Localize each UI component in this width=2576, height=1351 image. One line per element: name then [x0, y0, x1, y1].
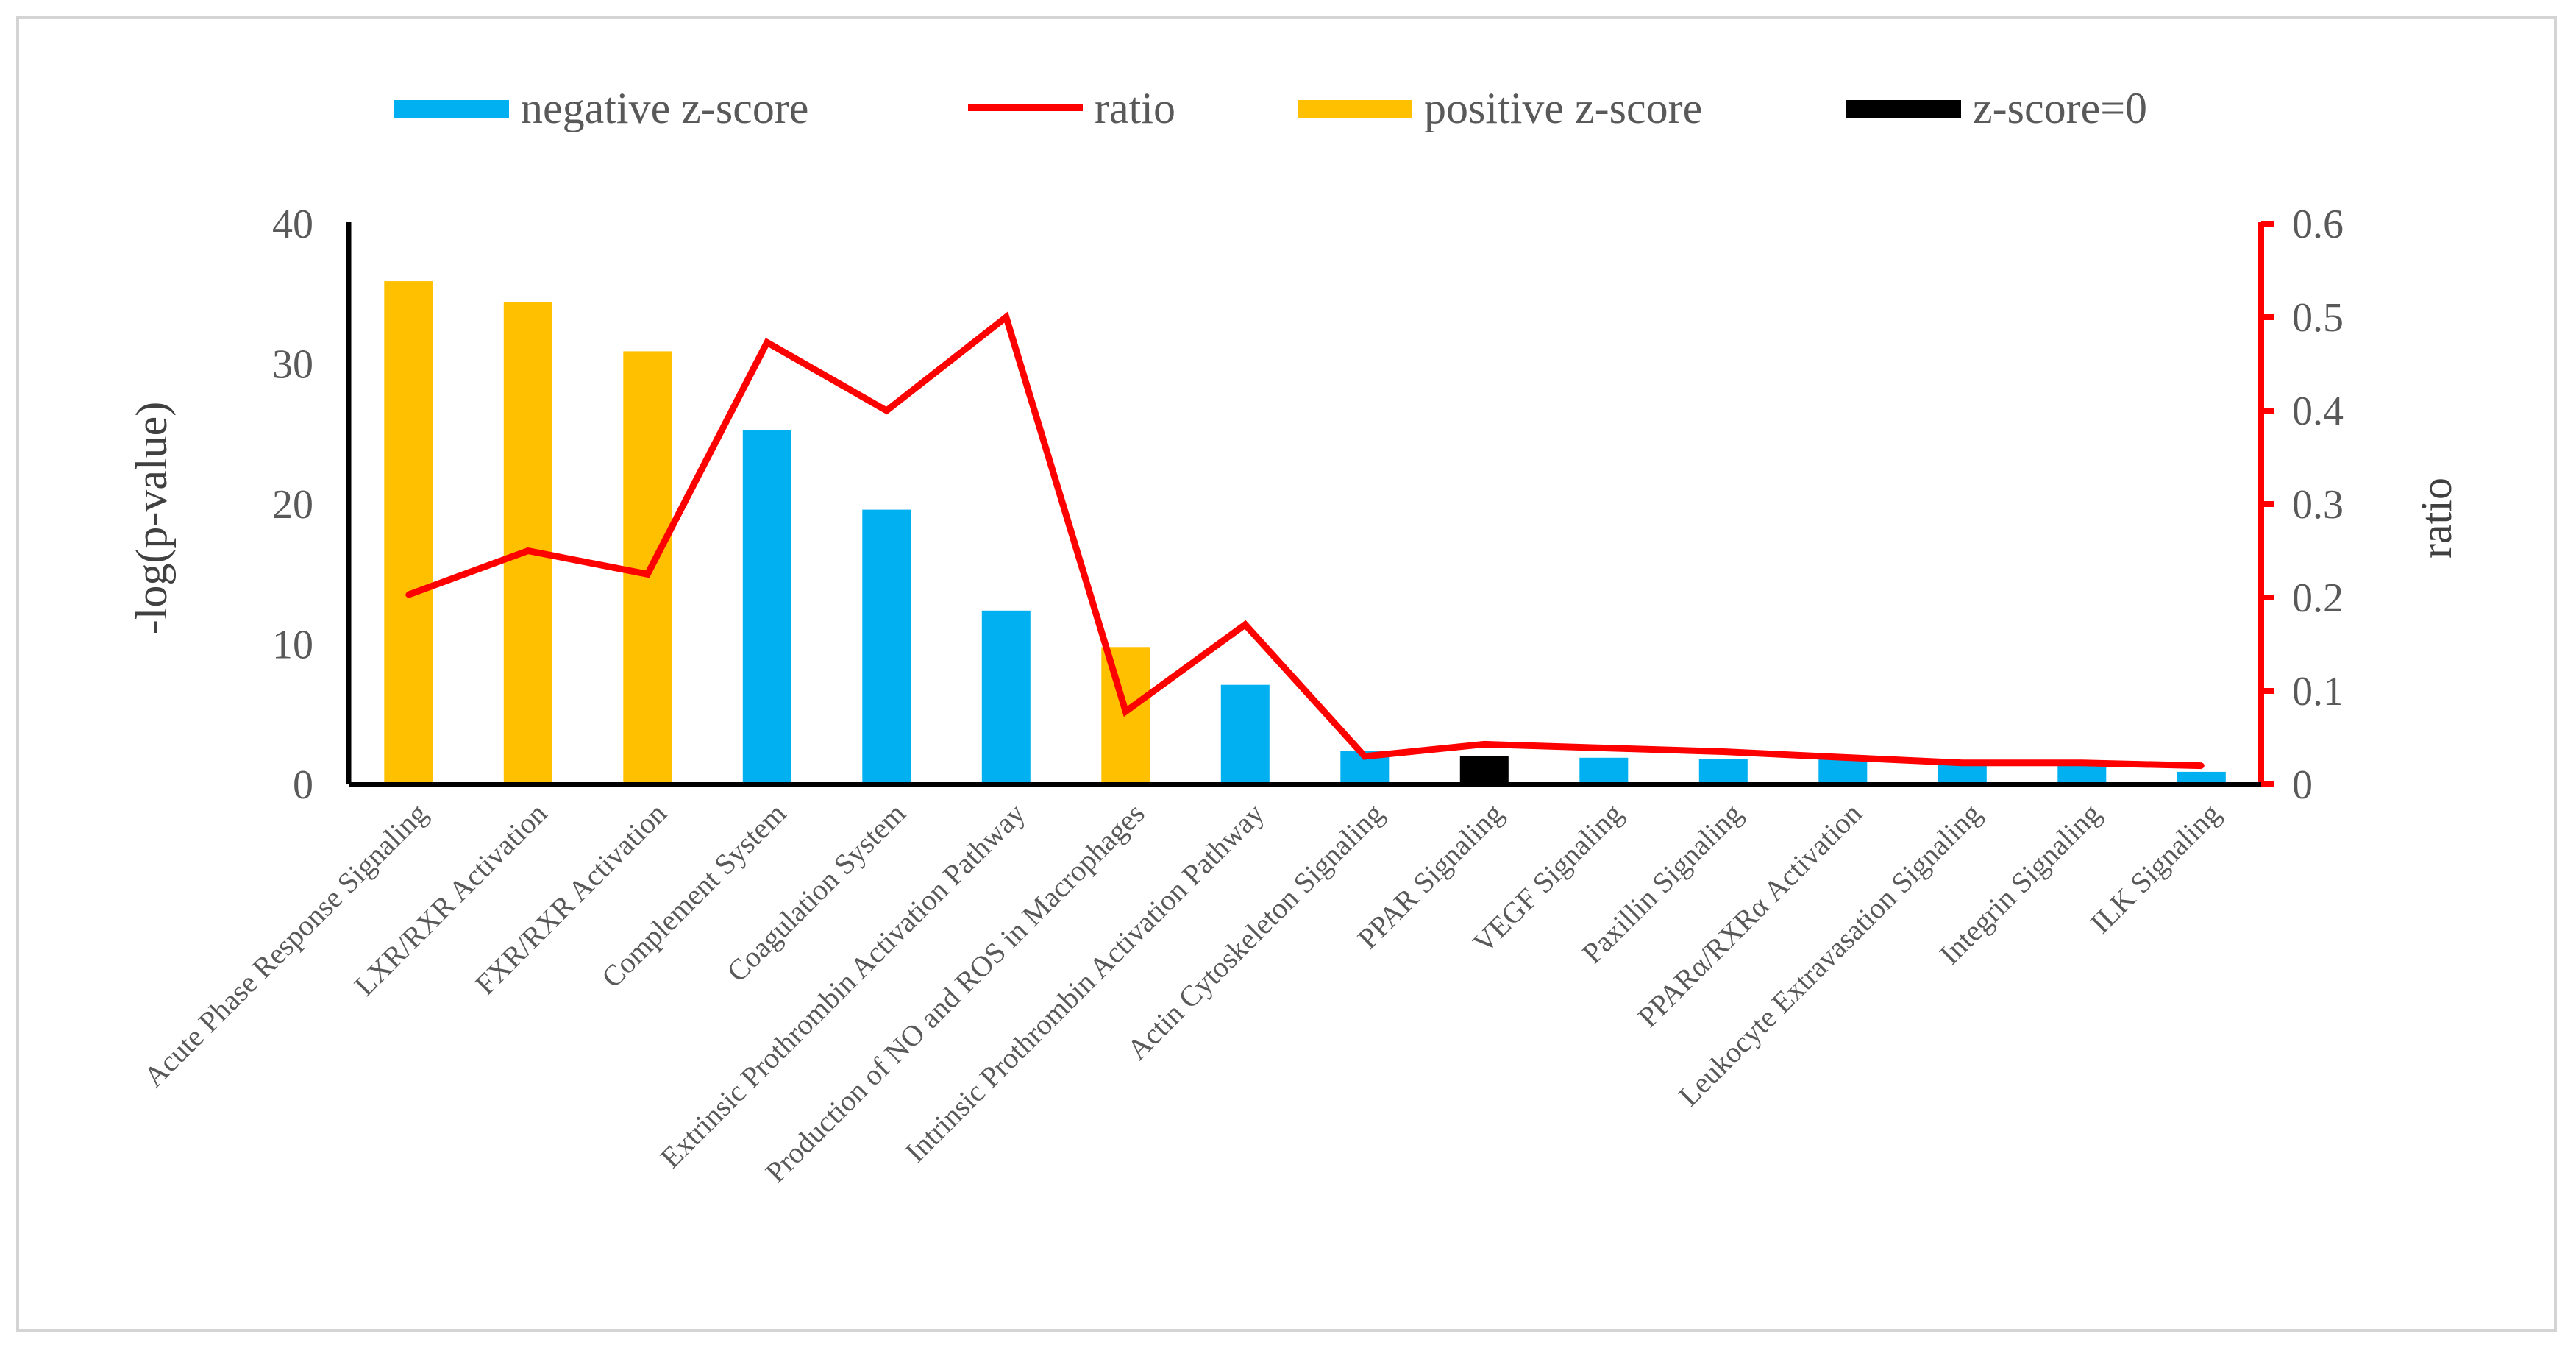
bar-15-negative [2057, 765, 2107, 784]
ratio-point-1 [405, 592, 412, 598]
legend-swatch-positive [1298, 100, 1412, 118]
bar-6-negative [981, 610, 1031, 784]
chart-frame: negative z-score ratio positive z-score z-s… [16, 16, 2557, 1332]
left-tick-label: 10 [272, 623, 313, 668]
left-axis-title: -log(p-value) [127, 402, 176, 635]
bar-7-positive [1101, 647, 1150, 784]
bar-11-negative [1579, 757, 1629, 784]
ratio-point-14 [1959, 759, 1965, 766]
bar-14-negative [1938, 763, 1987, 784]
bar-10-zero [1459, 756, 1509, 784]
legend-label-zero: z-score=0 [1973, 84, 2147, 132]
right-tick-label: 0 [2292, 762, 2313, 808]
bar-5-negative [862, 509, 911, 784]
ratio-point-5 [883, 408, 890, 414]
bar-16-negative [2177, 771, 2226, 784]
right-y-axis: 0 0.1 0.2 0.3 0.4 0.5 0.6 [2258, 202, 2344, 808]
legend-item-ratio: ratio [968, 84, 1175, 132]
chart-svg: negative z-score ratio positive z-score z-s… [127, 84, 2461, 1189]
legend-label-negative: negative z-score [521, 84, 808, 132]
right-tick-label: 0.2 [2292, 575, 2344, 621]
ratio-point-13 [1840, 754, 1846, 761]
legend-swatch-zero [1846, 100, 1961, 118]
right-tick-label: 0.4 [2292, 389, 2344, 434]
category-label-13: PPARα/RXRα Activation [1632, 797, 1868, 1034]
legend-item-negative: negative z-score [394, 84, 808, 132]
ratio-point-9 [1362, 753, 1368, 759]
bar-13-negative [1818, 759, 1868, 784]
right-axis-title: ratio [2412, 478, 2461, 559]
left-tick-label: 40 [272, 202, 313, 247]
ratio-point-12 [1720, 748, 1726, 755]
ratio-point-16 [2198, 762, 2205, 769]
ratio-point-6 [1003, 314, 1009, 320]
left-tick-label: 20 [272, 482, 313, 528]
bar-series [384, 281, 2226, 785]
right-tick-label: 0.3 [2292, 482, 2344, 528]
legend-item-positive: positive z-score [1298, 84, 1702, 132]
ratio-polyline [407, 311, 2202, 770]
ratio-point-8 [1242, 621, 1248, 628]
bar-12-negative [1698, 759, 1748, 784]
category-label-9: Actin Cytoskeleton Signaling [1120, 797, 1390, 1067]
legend-label-ratio: ratio [1095, 84, 1175, 132]
bar-8-negative [1220, 684, 1270, 784]
ratio-point-10 [1481, 741, 1487, 748]
ratio-point-2 [524, 547, 531, 554]
right-tick-label: 0.5 [2292, 295, 2344, 341]
bar-1-positive [384, 281, 433, 785]
ratio-point-7 [1122, 708, 1129, 714]
bar-2-positive [503, 302, 552, 784]
ratio-point-3 [644, 571, 651, 578]
legend-label-positive: positive z-score [1424, 84, 1702, 132]
right-tick-label: 0.1 [2292, 669, 2344, 714]
ratio-point-15 [2079, 759, 2085, 766]
legend-swatch-negative [394, 100, 509, 118]
legend-item-zero: z-score=0 [1846, 84, 2147, 132]
left-tick-label: 0 [293, 762, 313, 808]
right-tick-label: 0.6 [2292, 202, 2344, 247]
left-y-axis: 0 10 20 30 40 [272, 202, 352, 808]
ratio-point-11 [1601, 745, 1607, 751]
ratio-line-series [405, 311, 2205, 770]
legend: negative z-score ratio positive z-score z-s… [394, 84, 2147, 132]
bar-4-negative [742, 430, 791, 784]
left-tick-label: 30 [272, 342, 313, 388]
ratio-point-4 [764, 339, 770, 346]
